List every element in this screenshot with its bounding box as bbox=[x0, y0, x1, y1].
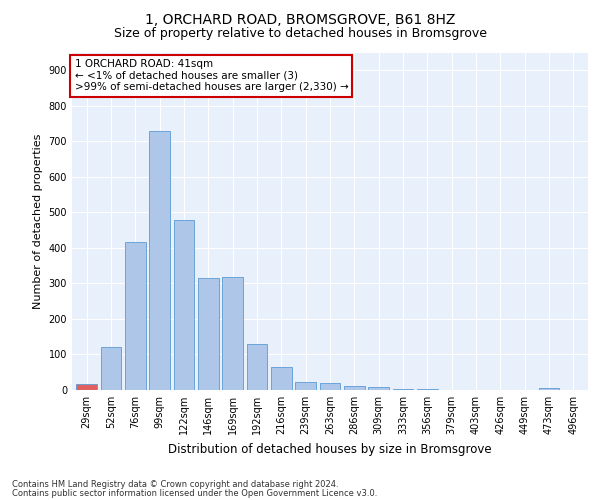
Text: Contains HM Land Registry data © Crown copyright and database right 2024.: Contains HM Land Registry data © Crown c… bbox=[12, 480, 338, 489]
Bar bbox=[247, 344, 268, 390]
Bar bbox=[173, 220, 194, 390]
Bar bbox=[320, 383, 340, 390]
Bar bbox=[539, 388, 559, 390]
Bar bbox=[368, 387, 389, 390]
Bar bbox=[76, 384, 97, 390]
Text: Contains public sector information licensed under the Open Government Licence v3: Contains public sector information licen… bbox=[12, 488, 377, 498]
Bar bbox=[198, 278, 218, 390]
Bar bbox=[149, 130, 170, 390]
X-axis label: Distribution of detached houses by size in Bromsgrove: Distribution of detached houses by size … bbox=[168, 442, 492, 456]
Bar bbox=[101, 348, 121, 390]
Y-axis label: Number of detached properties: Number of detached properties bbox=[33, 134, 43, 309]
Text: 1 ORCHARD ROAD: 41sqm
← <1% of detached houses are smaller (3)
>99% of semi-deta: 1 ORCHARD ROAD: 41sqm ← <1% of detached … bbox=[74, 59, 349, 92]
Text: 1, ORCHARD ROAD, BROMSGROVE, B61 8HZ: 1, ORCHARD ROAD, BROMSGROVE, B61 8HZ bbox=[145, 12, 455, 26]
Bar bbox=[222, 277, 243, 390]
Bar bbox=[271, 367, 292, 390]
Bar bbox=[344, 386, 365, 390]
Text: Size of property relative to detached houses in Bromsgrove: Size of property relative to detached ho… bbox=[113, 28, 487, 40]
Bar bbox=[295, 382, 316, 390]
Bar bbox=[125, 242, 146, 390]
